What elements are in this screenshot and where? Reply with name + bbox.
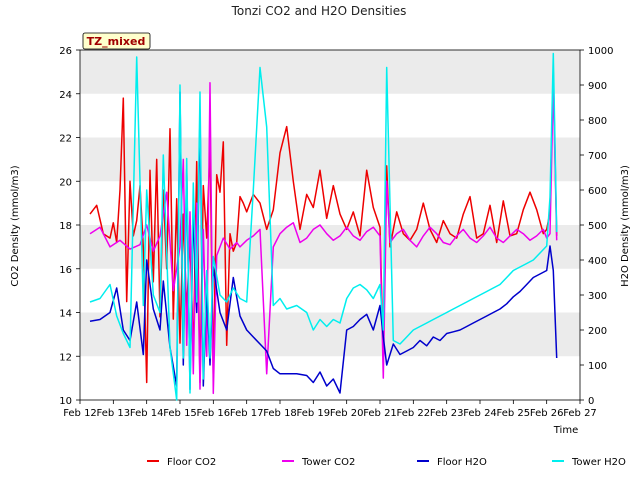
x-tick-label: Feb 16 (197, 408, 231, 419)
x-tick-label: Feb 17 (230, 408, 264, 419)
legend-label: Tower CO2 (301, 457, 355, 468)
y-left-tick-label: 20 (59, 177, 72, 188)
y-right-tick-label: 900 (588, 81, 607, 92)
x-axis: Feb 12 Feb 13 Feb 14 Feb 15 Feb 16 Feb 17 Feb … (63, 400, 597, 419)
x-tick-label: Feb 23 (430, 408, 464, 419)
x-tick-label: Feb 12 (63, 408, 97, 419)
y-right-tick-label: 500 (588, 221, 607, 232)
x-tick-label: Feb 21 (363, 408, 397, 419)
background-band (80, 225, 580, 269)
series-line-tower-co2 (89, 82, 558, 395)
legend: Floor CO2 Tower CO2 Floor H2O Tower H2O (147, 457, 626, 468)
legend-label: Floor H2O (437, 457, 487, 468)
y-right-tick-label: 400 (588, 256, 607, 267)
x-tick-label: Feb 22 (397, 408, 431, 419)
y-left-tick-label: 10 (59, 396, 72, 407)
y-left-tick-label: 24 (59, 90, 72, 101)
legend-item-tower-h2o: Tower H2O (552, 457, 626, 468)
y-axis-left: 10 12 14 16 18 20 22 24 26 (59, 46, 80, 407)
legend-label: Floor CO2 (167, 457, 216, 468)
x-tick-label: Feb 14 (130, 408, 164, 419)
x-tick-label: Feb 24 (463, 408, 497, 419)
x-tick-label: Feb 13 (97, 408, 131, 419)
background-band (80, 312, 580, 357)
y-right-tick-label: 300 (588, 291, 607, 302)
series-line-tower-h2o (89, 52, 558, 401)
series-layer (89, 52, 558, 401)
x-tick-label: Feb 20 (330, 408, 364, 419)
site-badge-box (82, 32, 151, 50)
x-tick-label: Feb 18 (263, 408, 297, 419)
x-axis-title: Time (553, 425, 578, 436)
y-right-tick-label: 200 (588, 326, 607, 337)
y-axis-left-title: CO2 Density (mmol/m3) (10, 165, 21, 286)
y-axis-right: 0 100 200 300 400 500 600 700 800 900 1000 (580, 46, 613, 407)
y-right-tick-label: 600 (588, 186, 607, 197)
y-right-tick-label: 1000 (588, 46, 613, 57)
plot-background-bands (80, 50, 580, 357)
background-band (80, 50, 580, 94)
site-badge: TZ_mixed (82, 32, 151, 50)
legend-label: Tower H2O (571, 457, 626, 468)
x-tick-label: Feb 19 (297, 408, 331, 419)
y-left-tick-label: 16 (59, 265, 72, 276)
y-left-tick-label: 26 (59, 46, 72, 57)
y-right-tick-label: 800 (588, 116, 607, 127)
x-tick-label: Feb 27 (563, 408, 597, 419)
y-right-tick-label: 100 (588, 361, 607, 372)
background-band (80, 137, 580, 182)
x-tick-label: Feb 26 (530, 408, 564, 419)
y-left-tick-label: 14 (59, 309, 72, 320)
y-right-tick-label: 700 (588, 151, 607, 162)
x-tick-label: Feb 25 (497, 408, 531, 419)
legend-item-floor-co2: Floor CO2 (147, 457, 216, 468)
y-left-tick-label: 18 (59, 221, 72, 232)
x-tick-label: Feb 15 (163, 408, 197, 419)
y-axis-right-title: H2O Density (mmol/m3) (620, 165, 631, 287)
series-line-floor-h2o (89, 91, 558, 394)
y-left-tick-label: 12 (59, 352, 72, 363)
site-badge-label: TZ_mixed (87, 35, 146, 48)
y-right-tick-label: 0 (588, 396, 594, 407)
y-left-tick-label: 22 (59, 134, 72, 145)
legend-item-tower-co2: Tower CO2 (282, 457, 355, 468)
legend-item-floor-h2o: Floor H2O (417, 457, 487, 468)
chart-title: Tonzi CO2 and H2O Densities (231, 4, 407, 18)
